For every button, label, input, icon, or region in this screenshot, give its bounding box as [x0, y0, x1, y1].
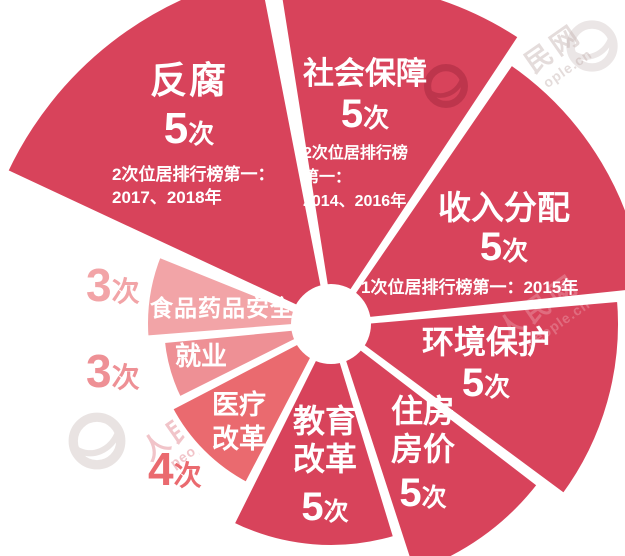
segment-title: 社会保障 — [303, 56, 427, 91]
petal-7 — [166, 321, 334, 489]
segment-title: 反腐 — [150, 60, 228, 101]
segment-title: 教育改革 — [292, 403, 357, 478]
segment-title: 收入分配 — [438, 189, 570, 226]
petal-3 — [328, 58, 625, 327]
segment-title: 食品药品安全 — [150, 295, 294, 321]
segment-label-fanfu: 反腐 5次 2次位居排行榜第一： 2017、2018年 — [98, 60, 280, 210]
segment-title: 环境保护 — [421, 324, 550, 360]
petal-1 — [1, 0, 334, 327]
segment-label-yiliaogaige: 医疗改革 — [206, 389, 272, 457]
segment-label-shourufenpei: 收入分配 5次 — [426, 189, 582, 267]
petal-5 — [328, 321, 544, 556]
segment-title: 住房房价 — [390, 393, 455, 468]
people-globe-icon — [422, 62, 470, 110]
outside-count-jiuye: 3次 — [86, 345, 140, 397]
segment-note: 2次位居排行榜第一： 2017、2018年 — [112, 164, 275, 208]
petal-2 — [276, 0, 525, 327]
segment-count: 5次 — [461, 360, 511, 405]
people-globe-icon — [66, 410, 128, 472]
petal-4 — [328, 295, 624, 500]
segment-count: 5次 — [163, 103, 215, 153]
segment-note: 2次位居排行榜 第一： 2014、2016年 — [303, 144, 408, 210]
segment-count: 5次 — [479, 224, 529, 269]
segment-label-zhufangfangjia: 住房房价 5次 — [384, 392, 462, 513]
segment-label-jiaoyugaige: 教育改革 5次 — [288, 402, 362, 527]
people-globe-icon — [564, 18, 620, 74]
segment-label-shipinyaopinanquan: 食品药品安全 — [150, 295, 320, 321]
segment-label-shehuibaozhang: 社会保障 5次 2次位居排行榜 第一： 2014、2016年 — [291, 56, 439, 214]
segment-label-jiuye: 就业 — [168, 341, 234, 372]
petal-9 — [142, 251, 334, 342]
segment-label-huanjingbaohu: 环境保护 5次 — [410, 324, 562, 403]
segment-note: 1次位居排行榜第一：2015年 — [361, 278, 579, 297]
segment-title: 医疗改革 — [212, 390, 266, 454]
segment-count: 5次 — [301, 484, 349, 529]
chart-center-hub — [291, 284, 371, 364]
outside-count-yiliaogaige: 4次 — [148, 443, 202, 495]
segment-title: 就业 — [174, 341, 227, 371]
segment-count: 5次 — [340, 91, 390, 136]
petal-6 — [228, 321, 400, 551]
petal-8 — [158, 321, 334, 403]
outside-count-shipinyaopinanquan: 3次 — [86, 259, 140, 311]
segment-count: 5次 — [399, 470, 447, 515]
